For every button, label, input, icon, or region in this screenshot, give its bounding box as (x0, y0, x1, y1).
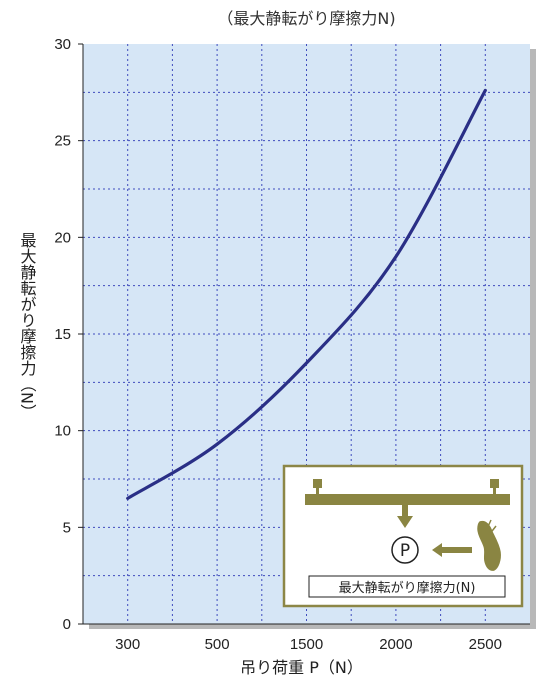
inset-diagram: P 最大静転がり摩擦力(N) (282, 464, 524, 608)
inset-caption: 最大静転がり摩擦力(N) (339, 580, 476, 596)
rail-post-right (490, 479, 499, 488)
x-tick-label: 1500 (290, 636, 323, 653)
load-marker-label: P (400, 541, 410, 561)
y-tick-label: 15 (54, 326, 71, 343)
chart-title: （最大静転がり摩擦力N) (217, 9, 395, 28)
y-tick-label: 20 (54, 229, 71, 246)
y-tick-label: 0 (63, 616, 71, 633)
rail-bar (305, 494, 510, 505)
tick-labels: 0 5 10 15 20 25 30 300 500 1500 2000 2500 (54, 36, 502, 653)
y-axis-label: 最大静転がり摩擦力（N） (18, 232, 37, 420)
rail-stem-left (316, 487, 319, 495)
load-marker-circle (391, 536, 419, 564)
x-tick-label: 500 (205, 636, 230, 653)
down-arrow-icon (397, 505, 413, 528)
rail-stem-right (493, 487, 496, 495)
y-tick-label: 10 (54, 423, 71, 440)
x-tick-label: 2500 (469, 636, 502, 653)
rail-post-left (313, 479, 322, 488)
y-tick-label: 30 (54, 36, 71, 53)
x-tick-label: 2000 (379, 636, 412, 653)
y-tick-label: 25 (54, 133, 71, 150)
x-tick-label: 300 (115, 636, 140, 653)
left-arrow-icon (432, 543, 472, 557)
x-axis-label: 吊り荷重 P（N） (240, 658, 363, 677)
hand-icon (477, 519, 501, 571)
inset-caption-box (308, 575, 506, 598)
series-layer (126, 88, 487, 500)
grid (83, 44, 530, 624)
y-tick-label: 5 (63, 519, 71, 536)
series-line (126, 88, 487, 500)
